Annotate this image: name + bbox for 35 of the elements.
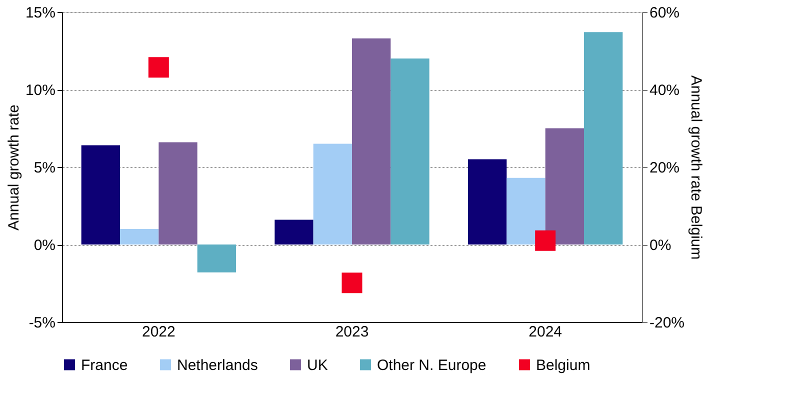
bar	[274, 220, 314, 244]
y2-axis-title: Annual growth rate Belgium	[688, 75, 705, 260]
point	[148, 57, 169, 78]
y-axis-title: Annual growth rate	[5, 104, 22, 230]
legend-label: France	[81, 356, 128, 374]
y-tick-label: 5%	[34, 160, 56, 176]
y2-tick-label: 60%	[650, 4, 680, 22]
bar	[506, 178, 546, 244]
bar	[120, 229, 159, 244]
legend-label: Other N. Europe	[377, 356, 486, 374]
y2-tick-label: 0%	[650, 237, 672, 254]
y-tick-label: 0%	[34, 237, 56, 254]
bar	[313, 144, 352, 244]
bar	[584, 32, 623, 244]
x-tick-label: 2024	[528, 324, 562, 340]
y-tick-label: -5%	[28, 314, 56, 332]
bar	[158, 142, 198, 244]
y-tick-label: 10%	[25, 82, 56, 99]
y-tick-label: 15%	[25, 4, 56, 22]
y2-tick-label: -20%	[650, 314, 685, 332]
legend-label: UK	[307, 356, 328, 374]
bar	[352, 38, 391, 244]
x-tick-label: 2022	[142, 324, 176, 340]
y2-tick-label: 20%	[650, 160, 680, 176]
point	[342, 272, 362, 294]
legend-label: Belgium	[536, 356, 590, 374]
point	[535, 230, 556, 251]
bar	[545, 128, 584, 244]
legend-label: Netherlands	[177, 356, 258, 374]
y2-tick-label: 40%	[650, 82, 680, 99]
x-tick-label: 2023	[335, 324, 369, 340]
bar	[468, 159, 507, 244]
bar	[81, 145, 120, 244]
bar	[390, 58, 430, 244]
bar	[197, 244, 236, 272]
